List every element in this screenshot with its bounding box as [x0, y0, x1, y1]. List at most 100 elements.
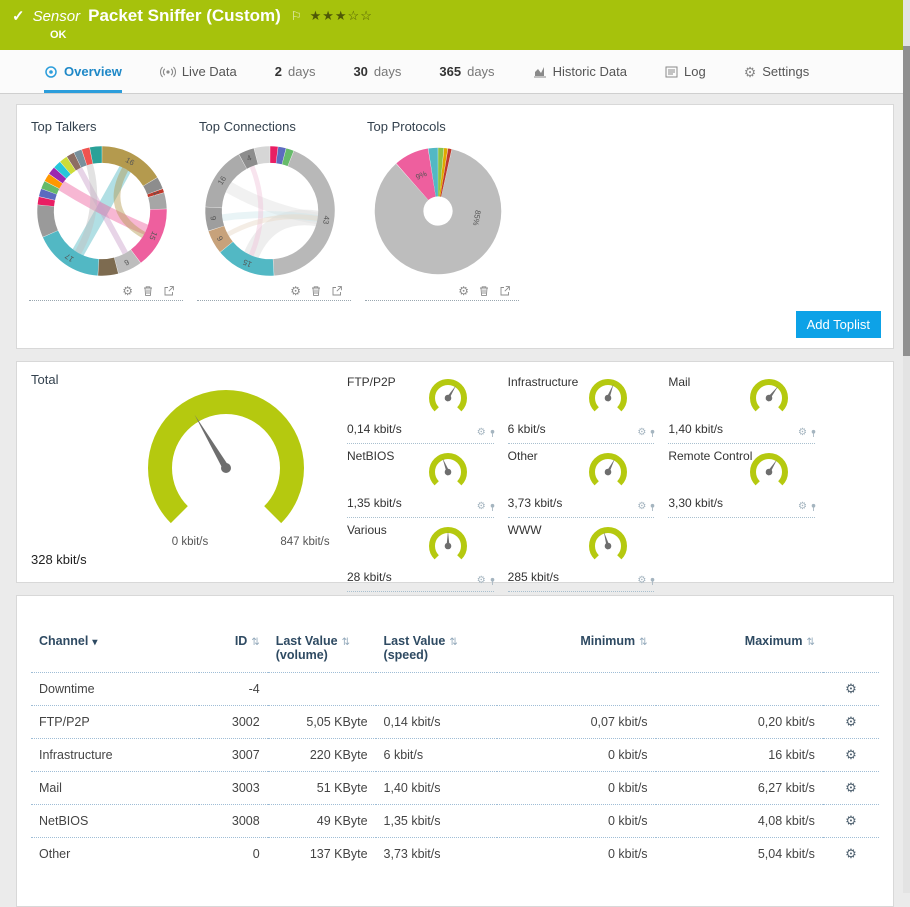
gauge-pin-icon[interactable]: [489, 429, 496, 438]
sort-icon[interactable]: ⇅: [449, 637, 458, 648]
main-content: Top Talkers 16 1 15 6 17 ⚙ Top Connections 4…: [0, 94, 910, 907]
column-header-last-value-volume[interactable]: Last Value ⇅ (volume): [268, 630, 376, 673]
channel-settings-icon[interactable]: ⚙: [845, 681, 857, 696]
vertical-scrollbar[interactable]: [903, 0, 910, 893]
stars-empty[interactable]: ☆☆: [347, 8, 373, 23]
channel-gauge: [428, 453, 467, 486]
total-gauge-max: 847 kbit/s: [280, 536, 330, 548]
toplist-settings-icon[interactable]: ⚙: [458, 284, 469, 298]
total-gauge: [148, 390, 304, 524]
channel-settings-icon[interactable]: ⚙: [845, 714, 857, 729]
cell-actions: ⚙: [822, 705, 879, 739]
gauge-pin-icon[interactable]: [649, 429, 656, 438]
column-header-channel[interactable]: Channel ▾: [31, 630, 199, 673]
priority-rating[interactable]: ★★★☆☆: [310, 8, 373, 24]
gauge-settings-icon[interactable]: ⚙: [637, 501, 647, 512]
column-header-actions: [823, 630, 879, 673]
trash-icon[interactable]: [142, 285, 154, 297]
external-link-icon[interactable]: [331, 285, 343, 297]
table-header-row: Channel ▾ ID ⇅ Last Value ⇅ (volume) Last Va…: [31, 630, 879, 673]
tab-settings[interactable]: ⚙ Settings: [744, 50, 810, 93]
cell-vol: 220 KByte: [267, 738, 376, 772]
toplist-title: Top Connections: [199, 119, 296, 134]
sort-icon[interactable]: ⇅: [806, 637, 815, 648]
cell-max: [655, 672, 823, 706]
scrollbar-thumb[interactable]: [903, 46, 910, 356]
toplist-title: Top Protocols: [367, 119, 446, 134]
toplist-settings-icon[interactable]: ⚙: [122, 284, 133, 298]
cell-min: 0 kbit/s: [497, 837, 656, 870]
channel-gauge: [750, 379, 788, 412]
toplist-settings-icon[interactable]: ⚙: [290, 284, 301, 298]
channel-value: 1,40 kbit/s: [668, 422, 724, 436]
svg-text:6: 6: [215, 234, 225, 242]
column-header-minimum[interactable]: Minimum ⇅: [497, 630, 656, 673]
channel-settings-icon[interactable]: ⚙: [845, 813, 857, 828]
channel-settings-icon[interactable]: ⚙: [845, 747, 857, 762]
tab-2-days[interactable]: 2 days: [275, 50, 316, 93]
sort-icon[interactable]: ⇅: [341, 637, 350, 648]
top-protocols-chart[interactable]: 85% 9%: [365, 138, 511, 284]
toplist-title: Top Talkers: [31, 119, 97, 134]
add-toplist-button[interactable]: Add Toplist: [795, 311, 881, 338]
tab-label: Settings: [762, 64, 810, 79]
tab-365-days[interactable]: 365 days: [439, 50, 494, 93]
channel-gauge-cell-other: Other 3,73 kbit/s ⚙: [507, 444, 656, 518]
cell-max: 5,04 kbit/s: [655, 837, 823, 870]
gauge-settings-icon[interactable]: ⚙: [476, 501, 486, 512]
tab-live-data[interactable]: Live Data: [159, 50, 237, 93]
tab-log[interactable]: Log: [665, 50, 706, 93]
sort-icon[interactable]: ⇅: [639, 637, 648, 648]
stars-filled[interactable]: ★★★: [309, 8, 348, 23]
table-row: Infrastructure 3007 220 KByte 6 kbit/s 0 kbi…: [31, 738, 879, 772]
channel-value: 28 kbit/s: [347, 570, 392, 584]
channel-gauge: [750, 453, 788, 486]
channel-gauge-cell-netbios: NetBIOS 1,35 kbit/s ⚙: [347, 444, 494, 518]
live-data-icon: [159, 66, 176, 77]
gauge-settings-icon[interactable]: ⚙: [798, 501, 807, 512]
external-link-icon[interactable]: [163, 285, 175, 297]
svg-text:1: 1: [151, 190, 161, 197]
channel-settings-icon[interactable]: ⚙: [845, 780, 857, 795]
column-header-maximum[interactable]: Maximum ⇅: [656, 630, 823, 673]
tab-number: 30: [353, 64, 368, 79]
gauge-icons: ⚙: [477, 576, 496, 586]
gauge-pin-icon[interactable]: [810, 429, 817, 438]
gauge-settings-icon[interactable]: ⚙: [476, 427, 486, 438]
channel-gauge: [589, 379, 628, 412]
gauge-pin-icon[interactable]: [649, 577, 656, 586]
flag-icon[interactable]: ⚐: [290, 9, 302, 23]
tab-overview[interactable]: Overview: [44, 50, 122, 93]
gauge-settings-icon[interactable]: ⚙: [476, 575, 486, 586]
column-label-line2: (speed): [383, 648, 428, 662]
sort-desc-icon[interactable]: ▾: [92, 637, 98, 648]
gauge-pin-icon[interactable]: [649, 503, 656, 512]
svg-text:15: 15: [147, 230, 159, 242]
sort-icon[interactable]: ⇅: [251, 637, 260, 648]
tab-label: Live Data: [181, 64, 237, 79]
log-icon: [665, 66, 678, 77]
gauge-icons: ⚙: [798, 428, 817, 438]
sensor-kind-label: Sensor: [32, 7, 81, 25]
gauge-pin-icon[interactable]: [489, 577, 496, 586]
cell-min: [497, 672, 656, 706]
gauge-settings-icon[interactable]: ⚙: [637, 575, 647, 586]
column-header-id[interactable]: ID ⇅: [199, 630, 268, 673]
tab-30-days[interactable]: 30 days: [353, 50, 401, 93]
external-link-icon[interactable]: [499, 285, 511, 297]
gauge-settings-icon[interactable]: ⚙: [637, 427, 647, 438]
column-header-last-value-speed[interactable]: Last Value ⇅ (speed): [376, 630, 498, 673]
top-connections-chart[interactable]: 43 15 6 6 16 4: [197, 138, 343, 284]
gauge-pin-icon[interactable]: [489, 503, 496, 512]
top-talkers-chart[interactable]: 16 1 15 6 17: [29, 138, 175, 284]
gauge-settings-icon[interactable]: ⚙: [798, 427, 807, 438]
tab-historic-data[interactable]: Historic Data: [533, 50, 627, 93]
toplist-card-top-connections: Top Connections 43 15 6 6 16 4 ⚙: [197, 117, 351, 301]
trash-icon[interactable]: [478, 285, 490, 297]
channel-settings-icon[interactable]: ⚙: [845, 846, 857, 861]
trash-icon[interactable]: [310, 285, 322, 297]
cell-max: 4,08 kbit/s: [655, 804, 823, 838]
gauge-icons: ⚙: [477, 502, 496, 512]
gauge-pin-icon[interactable]: [810, 503, 817, 512]
gauge-icons: ⚙: [477, 428, 496, 438]
